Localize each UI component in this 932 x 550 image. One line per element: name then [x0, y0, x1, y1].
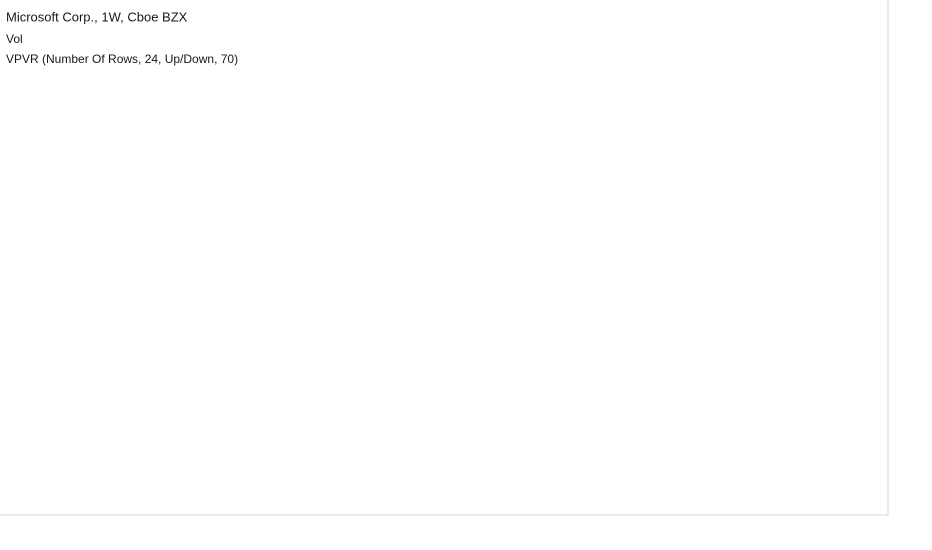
price-axis: [888, 0, 932, 550]
indicator-label: Vol: [6, 32, 23, 46]
time-axis: [0, 515, 888, 550]
indicator-label: VPVR (Number Of Rows, 24, Up/Down, 70): [6, 52, 238, 66]
chart-title: Microsoft Corp., 1W, Cboe BZX: [6, 9, 188, 24]
